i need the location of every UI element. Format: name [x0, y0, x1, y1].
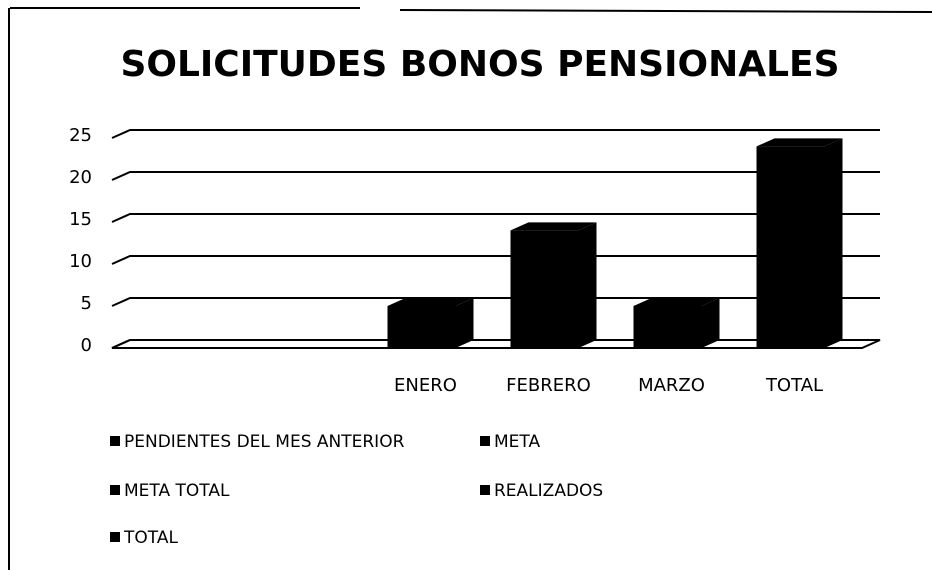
floor	[111, 339, 881, 349]
bar-top	[387, 298, 474, 306]
y-tick-label: 5	[81, 293, 92, 314]
legend-swatch	[480, 485, 490, 495]
bar-side	[455, 298, 474, 348]
x-tick-label: MARZO	[638, 375, 705, 396]
legend-label: META	[494, 432, 540, 452]
legend-label: REALIZADOS	[494, 481, 603, 501]
legend-swatch	[110, 485, 120, 495]
legend-label: PENDIENTES DEL MES ANTERIOR	[124, 432, 405, 452]
grid-line	[111, 129, 880, 139]
grid-line	[111, 255, 880, 265]
legend-label: TOTAL	[123, 528, 178, 548]
grid-line	[111, 171, 880, 181]
grid-line	[111, 297, 880, 307]
legend-swatch	[110, 532, 120, 542]
legend-swatch	[480, 436, 490, 446]
x-tick-label: TOTAL	[765, 375, 823, 396]
bar	[633, 306, 702, 348]
chart-title: SOLICITUDES BONOS PENSIONALES	[120, 44, 839, 85]
bar-side	[701, 298, 720, 348]
x-tick-label: FEBRERO	[506, 375, 591, 396]
y-tick-label: 15	[69, 209, 92, 230]
y-tick-label: 10	[69, 251, 92, 272]
bar	[387, 306, 456, 348]
bar-top	[756, 138, 843, 147]
bar-side	[578, 222, 597, 348]
legend-label: META TOTAL	[124, 481, 230, 501]
x-tick-label: ENERO	[394, 375, 457, 396]
bar-side	[824, 138, 843, 348]
y-tick-label: 20	[69, 167, 92, 188]
bar-top	[633, 298, 720, 306]
y-tick-label: 0	[81, 335, 92, 356]
bar-top	[510, 222, 597, 231]
legend-swatch	[110, 436, 120, 446]
frame-top	[399, 9, 932, 13]
grid-line	[111, 213, 880, 223]
bar	[510, 230, 579, 348]
bar	[756, 146, 825, 348]
y-tick-label: 25	[69, 125, 92, 146]
